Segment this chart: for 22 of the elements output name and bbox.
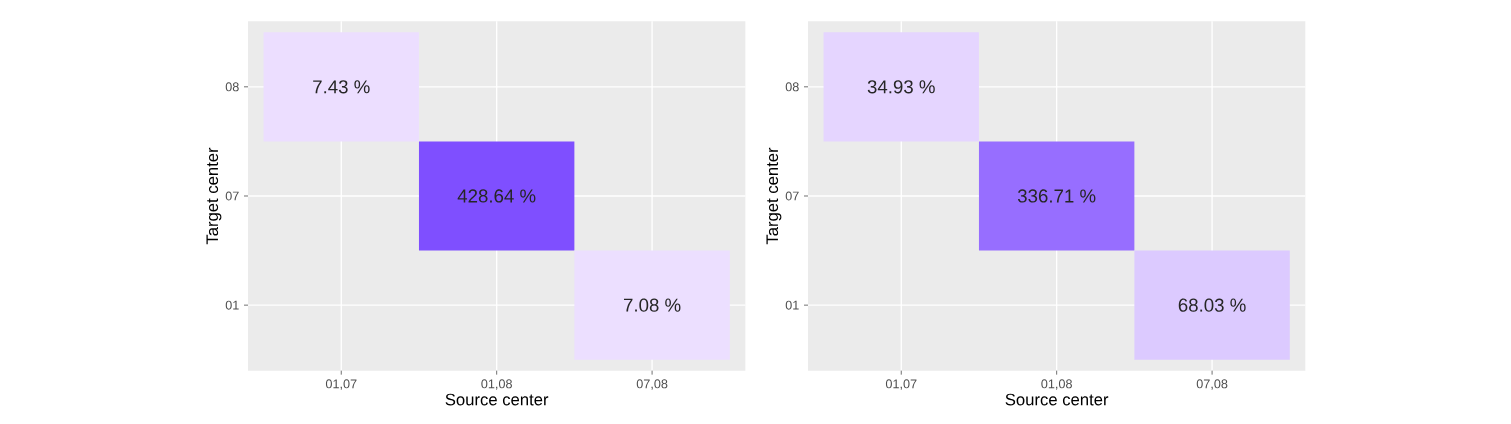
data-label: 7.43 % [313, 80, 370, 94]
x-tick-label: 07,08 [1196, 379, 1228, 390]
x-tick-label: 07,08 [636, 379, 668, 390]
data-label: 68.03 % [1178, 298, 1246, 312]
x-axis-title: Source center [445, 393, 549, 406]
y-tick-label: 08 [225, 82, 239, 92]
y-tick-label: 01 [785, 300, 799, 310]
y-axis-title: Target center [206, 147, 222, 245]
y-tick-label: 07 [785, 191, 799, 201]
data-label: 336.71 % [1017, 189, 1096, 203]
data-label: 428.64 % [457, 189, 536, 203]
data-label: 34.93 % [867, 80, 935, 94]
data-label: 7.08 % [624, 298, 681, 312]
x-tick-label: 01,07 [885, 379, 917, 390]
x-tick-label: 01,08 [1041, 379, 1072, 390]
y-tick-label: 07 [225, 191, 239, 201]
y-tick-label: 01 [225, 300, 239, 310]
y-tick-label: 08 [785, 82, 799, 92]
x-tick-label: 01,07 [325, 379, 357, 390]
x-tick-label: 01,08 [481, 379, 512, 390]
x-axis-title: Source center [1005, 393, 1109, 406]
y-axis-title: Target center [766, 147, 782, 245]
